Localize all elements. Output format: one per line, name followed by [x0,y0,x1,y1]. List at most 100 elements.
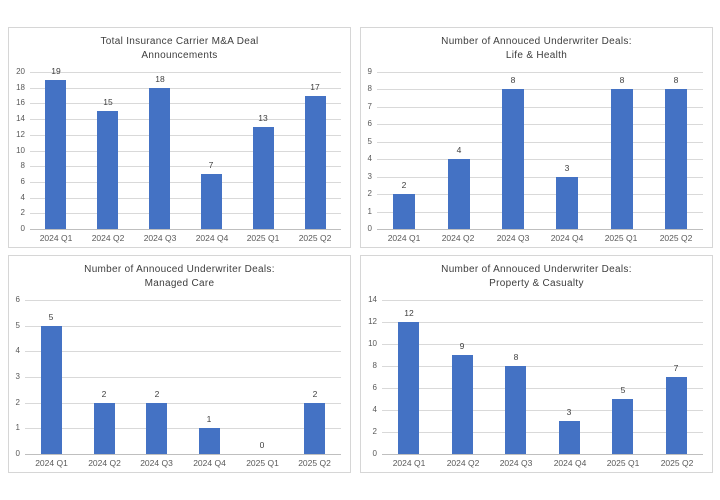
gridline [30,198,341,199]
y-tick-label: 0 [372,449,377,458]
x-tick-label: 2024 Q1 [387,233,421,243]
gridline [25,428,341,429]
gridline [377,212,703,213]
bar-value-label: 12 [404,308,414,318]
gridline [382,300,703,301]
gridline [25,351,341,352]
chart-panel-managed-care: Number of Annouced Underwriter Deals: Ma… [8,255,351,473]
y-tick-label: 0 [20,224,25,233]
bar-value-label: 8 [510,75,516,85]
charts-grid: Total Insurance Carrier M&A Deal Announc… [8,27,713,473]
y-tick-label: 6 [372,383,377,392]
gridline [30,229,341,230]
gridline [382,344,703,345]
gridline [377,194,703,195]
x-tick-label: 2024 Q2 [446,458,480,468]
gridline [30,151,341,152]
gridline [25,300,341,301]
bar [45,80,66,229]
gridline [377,229,703,230]
chart-canvas: 0 2 4 6 8 10 12 14 16 18 20 19 2024 Q1 15 2024 Q2 18 202… [9,66,350,247]
x-tick-label: 2025 Q1 [604,233,638,243]
x-tick-label: 2024 Q3 [499,458,533,468]
y-tick-label: 2 [20,208,25,217]
chart-panel-total-insurance-ma: Total Insurance Carrier M&A Deal Announc… [8,27,351,248]
bar-value-label: 8 [619,75,625,85]
y-tick-label: 5 [15,321,20,330]
x-tick-label: 2024 Q3 [496,233,530,243]
bar-value-label: 5 [48,312,54,322]
y-tick-label: 3 [15,372,20,381]
bar [199,428,220,454]
bar [305,96,326,229]
bar-value-label: 17 [310,82,320,92]
y-tick-label: 3 [367,172,372,181]
y-tick-label: 4 [20,193,25,202]
gridline [25,377,341,378]
bar [398,322,419,454]
gridline [377,89,703,90]
y-tick-label: 6 [15,295,20,304]
y-tick-label: 8 [20,161,25,170]
x-tick-label: 2024 Q3 [143,233,177,243]
y-tick-label: 2 [372,427,377,436]
y-tick-label: 14 [16,114,25,123]
gridline [382,322,703,323]
gridline [377,124,703,125]
x-tick-label: 2024 Q2 [88,458,121,468]
y-tick-label: 9 [367,67,372,76]
bar [253,127,274,229]
x-tick-label: 2025 Q2 [298,233,332,243]
gridline [30,135,341,136]
chart-title: Number of Annouced Underwriter Deals: Ma… [84,264,275,289]
bar [393,194,415,229]
y-tick-label: 1 [367,207,372,216]
bar-value-label: 2 [154,389,160,399]
bar-value-label: 15 [103,97,113,107]
bar-value-label: 3 [564,163,570,173]
y-tick-label: 12 [16,130,25,139]
gridline [377,142,703,143]
bar [304,403,325,454]
y-tick-label: 8 [367,84,372,93]
x-tick-label: 2025 Q2 [298,458,331,468]
bar-value-label: 1 [206,414,212,424]
bar-value-label: 8 [673,75,679,85]
chart-title: Number of Annouced Underwriter Deals: Li… [441,36,632,61]
x-tick-label: 2025 Q2 [659,233,693,243]
bar [41,326,62,454]
y-tick-label: 8 [372,361,377,370]
bar-value-label: 7 [673,363,679,373]
x-tick-label: 2024 Q4 [550,233,584,243]
x-tick-label: 2025 Q1 [246,458,279,468]
bar-value-label: 13 [258,113,268,123]
bar-value-label: 7 [208,160,214,170]
y-tick-label: 7 [367,102,372,111]
y-tick-label: 4 [372,405,377,414]
x-tick-label: 2025 Q1 [246,233,280,243]
y-tick-label: 0 [15,449,20,458]
y-tick-label: 4 [15,346,20,355]
y-tick-label: 0 [367,224,372,233]
gridline [30,213,341,214]
gridline [30,103,341,104]
bar-value-label: 19 [51,66,61,76]
bar-value-label: 0 [259,440,265,450]
bar [612,399,633,454]
bar [97,111,118,229]
bar [505,366,526,454]
bar [556,177,578,229]
y-tick-label: 10 [368,339,377,348]
chart-panel-life-health: Number of Annouced Underwriter Deals: Li… [360,27,713,248]
bar-value-label: 2 [312,389,318,399]
x-tick-label: 2024 Q2 [441,233,475,243]
x-tick-label: 2025 Q1 [606,458,640,468]
y-tick-label: 2 [367,189,372,198]
y-tick-label: 18 [16,83,25,92]
x-tick-label: 2024 Q4 [193,458,226,468]
gridline [382,432,703,433]
bar-value-label: 5 [620,385,626,395]
gridline [377,107,703,108]
x-tick-label: 2024 Q1 [39,233,73,243]
x-tick-label: 2024 Q2 [91,233,125,243]
